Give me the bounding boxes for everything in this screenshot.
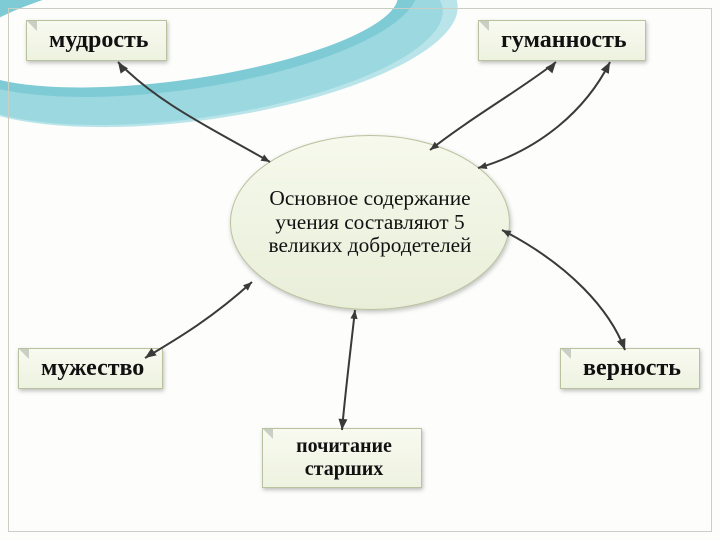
node-loyalty: верность (560, 348, 700, 389)
node-wisdom: мудрость (26, 20, 167, 61)
node-humanity: гуманность (478, 20, 646, 61)
node-reverence: почитание старших (262, 428, 422, 488)
node-courage: мужество (18, 348, 163, 389)
center-concept: Основное содержание учения составляют 5 … (230, 135, 510, 310)
